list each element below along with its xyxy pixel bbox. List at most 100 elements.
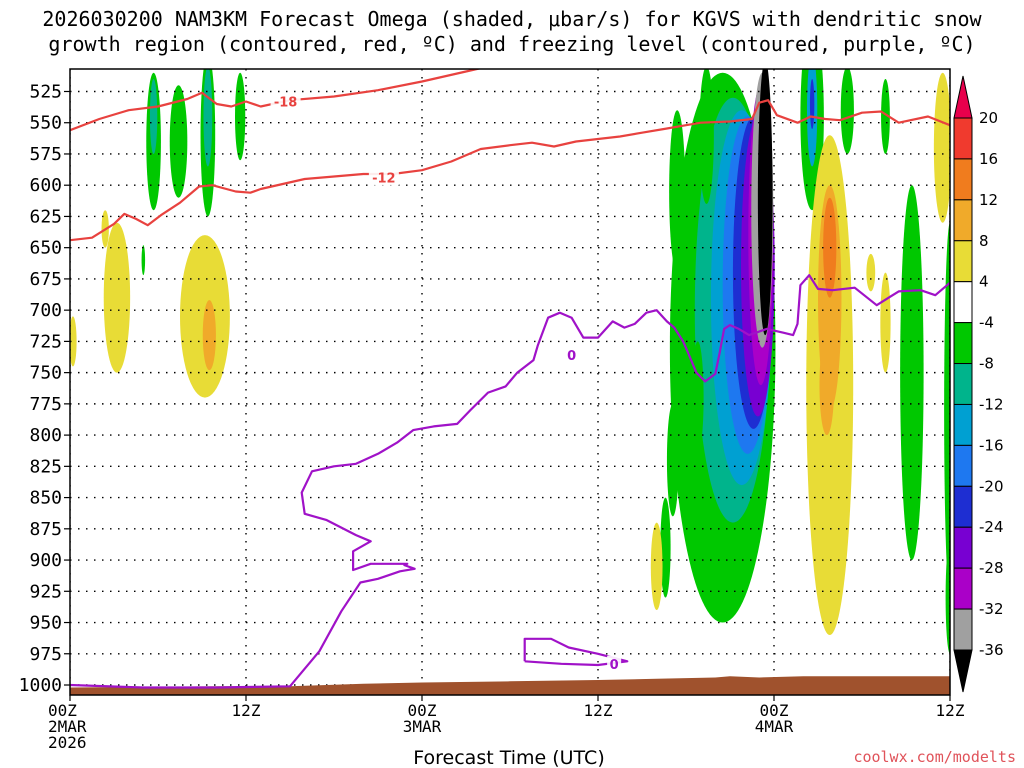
omega-region-24 xyxy=(660,497,671,598)
terrain-surface xyxy=(70,676,950,695)
x-tick-label-24-1: 3MAR xyxy=(403,717,442,736)
y-axis-ticks: 525 550 575 600 625 650 675 700 725 750 775 800 825 8… xyxy=(19,81,70,696)
y-tick-label-750: 750 xyxy=(29,363,62,384)
contour-label-dgz-minus12: -12 xyxy=(372,172,396,187)
colorbar-segment-4 xyxy=(953,240,973,283)
colorbar: 20 16 12 8 4 -4 -8 -12 -16 -20 -24 -28 -32 -36 xyxy=(953,75,1004,693)
y-tick-label-650: 650 xyxy=(29,238,62,259)
omega-region-32 xyxy=(944,222,950,598)
omega-region-9 xyxy=(103,222,131,373)
x-tick-label-36-0: 12Z xyxy=(584,701,613,720)
colorbar-top-arrow xyxy=(953,75,973,119)
omega-region-6 xyxy=(141,245,146,276)
contour-label-freezing-level-low: 0 xyxy=(610,658,619,673)
contour-label-bg-dgz-minus12 xyxy=(368,169,399,186)
colorbar-segment-5 xyxy=(953,281,973,324)
colorbar-label-4: 4 xyxy=(979,273,989,291)
colorbar-segment-11 xyxy=(953,526,973,569)
y-tick-label-775: 775 xyxy=(29,394,62,415)
omega-region-40 xyxy=(933,72,950,223)
y-tick-label-525: 525 xyxy=(29,81,62,102)
colorbar-label-13: -36 xyxy=(979,641,1004,659)
y-tick-label-875: 875 xyxy=(29,519,62,540)
omega-region-33 xyxy=(945,541,950,654)
plot-area: -18 -12 0 0 xyxy=(70,69,950,695)
omega-region-25 xyxy=(691,341,704,454)
contour-freezing-level xyxy=(70,274,950,689)
omega-region-39 xyxy=(880,272,891,373)
colorbar-label-2: 12 xyxy=(979,191,998,209)
colorbar-label-5: -4 xyxy=(979,314,994,332)
y-tick-label-925: 925 xyxy=(29,581,62,602)
omega-region-2 xyxy=(169,85,188,198)
contour-label-bg-freezing-level-low xyxy=(607,655,622,672)
x-tick-label-12-0: 12Z xyxy=(232,701,261,720)
colorbar-segment-6 xyxy=(953,322,973,365)
omega-region-41 xyxy=(866,253,876,292)
colorbar-label-1: 16 xyxy=(979,150,998,168)
colorbar-segment-10 xyxy=(953,485,973,528)
contour-dgz-minus18 xyxy=(70,69,482,132)
omega-region-21 xyxy=(669,110,686,273)
colorbar-label-6: -8 xyxy=(979,355,994,373)
contour-label-bg-dgz-minus18 xyxy=(270,93,301,110)
colorbar-segment-12 xyxy=(953,567,973,610)
x-axis-label: Forecast Time (UTC) xyxy=(413,747,604,768)
colorbar-label-12: -32 xyxy=(979,600,1004,618)
omega-region-10 xyxy=(70,316,77,367)
omega-region-4 xyxy=(203,69,213,167)
x-tick-label-24-0: 00Z xyxy=(408,701,437,720)
colorbar-segment-8 xyxy=(953,403,973,446)
omega-region-29 xyxy=(840,69,854,154)
y-tick-label-800: 800 xyxy=(29,425,62,446)
omega-shading xyxy=(70,69,950,654)
colorbar-label-0: 20 xyxy=(979,109,998,127)
y-tick-label-950: 950 xyxy=(29,613,62,634)
y-tick-label-825: 825 xyxy=(29,456,62,477)
y-tick-label-625: 625 xyxy=(29,206,62,227)
colorbar-label-7: -12 xyxy=(979,395,1004,413)
omega-region-23 xyxy=(666,403,679,517)
x-tick-label-60-0: 12Z xyxy=(936,701,965,720)
y-tick-label-600: 600 xyxy=(29,175,62,196)
colorbar-bottom-arrow xyxy=(953,649,973,693)
x-tick-label-0-2: 2026 xyxy=(48,733,87,752)
colorbar-label-9: -20 xyxy=(979,477,1004,495)
omega-region-37 xyxy=(819,335,835,436)
colorbar-segment-2 xyxy=(953,158,973,201)
contour-label-dgz-minus18: -18 xyxy=(274,95,298,110)
chart-title-line-2: growth region (contoured, red, ºC) and f… xyxy=(48,32,975,56)
colorbar-label-8: -16 xyxy=(979,436,1004,454)
contour-label-bg-freezing-level xyxy=(564,347,579,364)
x-tick-label-0-0: 00Z xyxy=(48,701,77,720)
colorbar-label-3: 8 xyxy=(979,232,989,250)
colorbar-segment-1 xyxy=(953,117,973,160)
y-tick-label-850: 850 xyxy=(29,488,62,509)
y-tick-label-900: 900 xyxy=(29,550,62,571)
contours: -18 -12 0 0 xyxy=(70,69,950,689)
contour-freezing-level-low xyxy=(523,637,629,667)
x-tick-label-48-0: 00Z xyxy=(760,701,789,720)
omega-region-36 xyxy=(823,197,837,298)
plot-frame xyxy=(69,68,951,696)
x-tick-label-0-1: 2MAR xyxy=(48,717,87,736)
chart-title-line-1: 2026030200 NAM3KM Forecast Omega (shaded… xyxy=(42,7,982,31)
y-tick-label-550: 550 xyxy=(29,113,62,134)
colorbar-segment-9 xyxy=(953,444,973,487)
colorbar-segment-13 xyxy=(953,608,973,651)
y-tick-label-1000: 1000 xyxy=(19,675,62,696)
omega-region-1 xyxy=(149,78,158,154)
colorbar-label-11: -28 xyxy=(979,559,1004,577)
y-tick-label-675: 675 xyxy=(29,269,62,290)
y-tick-label-575: 575 xyxy=(29,144,62,165)
colorbar-segment-7 xyxy=(953,363,973,405)
contour-label-freezing-level: 0 xyxy=(567,349,576,364)
y-tick-label-700: 700 xyxy=(29,300,62,321)
omega-region-20 xyxy=(757,69,773,336)
colorbar-label-10: -24 xyxy=(979,518,1004,536)
y-tick-label-725: 725 xyxy=(29,331,62,352)
omega-region-31 xyxy=(900,185,924,561)
omega-region-5 xyxy=(235,72,246,161)
